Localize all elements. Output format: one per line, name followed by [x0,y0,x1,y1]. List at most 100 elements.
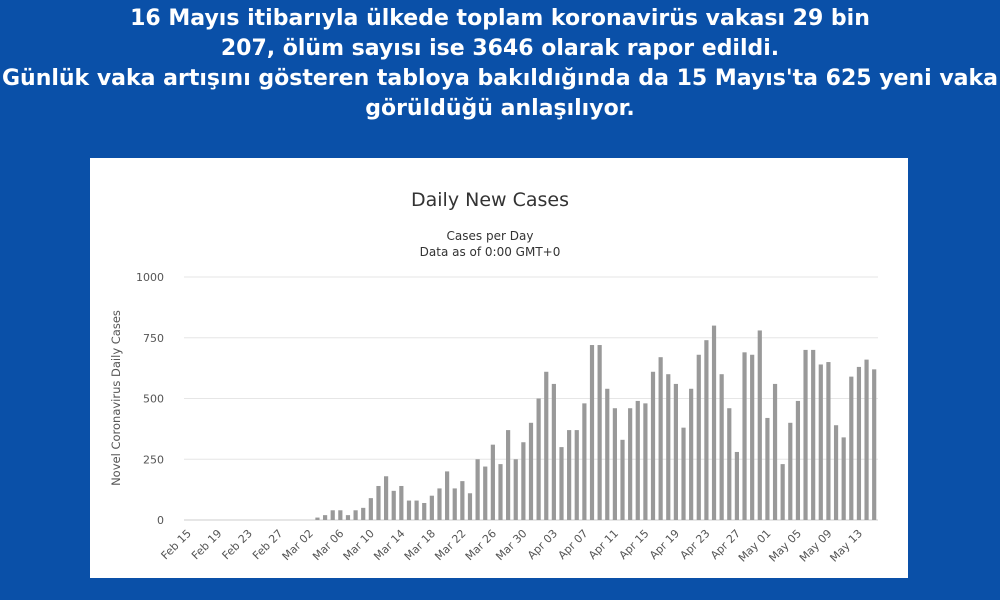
bar[interactable] [772,383,778,520]
headline-line-1: 16 Mayıs itibarıyla ülkede toplam korona… [130,6,870,31]
bar[interactable] [437,488,442,520]
bar[interactable] [841,437,846,520]
bar[interactable] [368,498,373,520]
bar[interactable] [338,510,343,520]
bar[interactable] [849,376,854,520]
bar[interactable] [528,422,534,520]
bar[interactable] [635,400,640,520]
x-tick-label: Mar 02 [280,527,316,563]
bar[interactable] [650,371,656,520]
bar[interactable] [422,502,427,520]
x-tick-label: Feb 19 [189,527,224,562]
bar[interactable] [673,383,678,520]
bar[interactable] [597,345,602,520]
bar[interactable] [689,388,694,520]
x-tick-label: Apr 03 [525,527,560,562]
bar[interactable] [490,444,495,520]
x-tick-label: Apr 23 [677,527,712,562]
bar[interactable] [780,464,785,520]
bar[interactable] [475,459,480,520]
bar[interactable] [445,471,450,520]
bar[interactable] [605,388,610,520]
bar[interactable] [460,481,465,520]
bar[interactable] [391,490,396,520]
bar[interactable] [818,364,823,520]
bar[interactable] [620,439,625,520]
y-tick-labels: 0 250 500 750 1000 [136,271,164,527]
chart-subtitle: Cases per Day [447,229,534,243]
bar-series [315,325,877,521]
headline-line-3: Günlük vaka artışını gösteren tabloya ba… [1,66,999,91]
bar[interactable] [872,369,877,520]
bar[interactable] [567,430,572,520]
bar[interactable] [353,510,358,520]
bar[interactable] [757,330,762,520]
bar[interactable] [483,466,488,520]
bar[interactable] [864,359,869,520]
bar[interactable] [719,374,724,520]
headline-line-2: 207, ölüm sayısı ise 3646 olarak rapor e… [220,36,780,61]
bar[interactable] [521,442,526,520]
bar[interactable] [811,349,816,520]
bar[interactable] [384,476,389,520]
bar[interactable] [551,383,556,520]
bar[interactable] [681,427,686,520]
x-tick-label: Mar 26 [463,527,499,563]
bar[interactable] [414,500,419,520]
bar[interactable] [750,354,755,520]
x-tick-label: Feb 23 [220,527,255,562]
bar[interactable] [498,464,503,520]
y-tick-label: 750 [143,332,164,345]
bar[interactable] [727,408,732,520]
bar[interactable] [612,408,617,520]
x-tick-label: Mar 10 [341,527,377,563]
bar[interactable] [765,417,770,520]
x-tick-label: Mar 22 [432,527,468,563]
bar[interactable] [315,517,320,520]
bar[interactable] [658,357,663,520]
x-tick-label: Apr 19 [647,527,682,562]
bar[interactable] [734,451,739,520]
bar[interactable] [856,366,862,520]
bar[interactable] [826,362,831,520]
bar[interactable] [788,422,793,520]
bar[interactable] [833,425,839,520]
chart-subtitle-2: Data as of 0:00 GMT+0 [420,245,561,259]
x-tick-label: Feb 15 [159,527,194,562]
x-tick-label: Mar 14 [371,527,407,563]
bar[interactable] [643,403,648,520]
bar[interactable] [467,493,473,520]
bar[interactable] [559,447,564,520]
bar[interactable] [399,485,404,520]
x-tick-label: Mar 30 [493,527,529,563]
bar[interactable] [536,398,541,521]
bar[interactable] [704,340,709,520]
bar[interactable] [589,345,595,520]
y-tick-label: 250 [143,453,164,466]
bar[interactable] [544,371,549,520]
bar[interactable] [361,507,366,520]
bar[interactable] [452,488,457,520]
bar[interactable] [795,400,801,520]
bar[interactable] [429,495,434,520]
bar[interactable] [322,515,328,520]
bar[interactable] [696,354,701,520]
x-tick-label: May 05 [766,527,804,565]
bar[interactable] [582,403,587,520]
x-tick-label: Mar 06 [310,527,346,563]
x-tick-label: Apr 07 [555,527,590,562]
bar[interactable] [376,485,381,520]
x-tick-label: May 01 [736,527,774,565]
bar[interactable] [330,510,335,520]
bar[interactable] [345,515,351,520]
bar[interactable] [628,408,633,520]
bar[interactable] [574,430,579,520]
bar[interactable] [513,459,518,520]
bar[interactable] [406,500,412,520]
bar[interactable] [711,325,717,520]
bar[interactable] [742,352,747,520]
bar[interactable] [803,349,808,520]
headline: 16 Mayıs itibarıyla ülkede toplam korona… [0,4,1000,124]
bar[interactable] [666,374,671,520]
bar[interactable] [506,430,511,520]
